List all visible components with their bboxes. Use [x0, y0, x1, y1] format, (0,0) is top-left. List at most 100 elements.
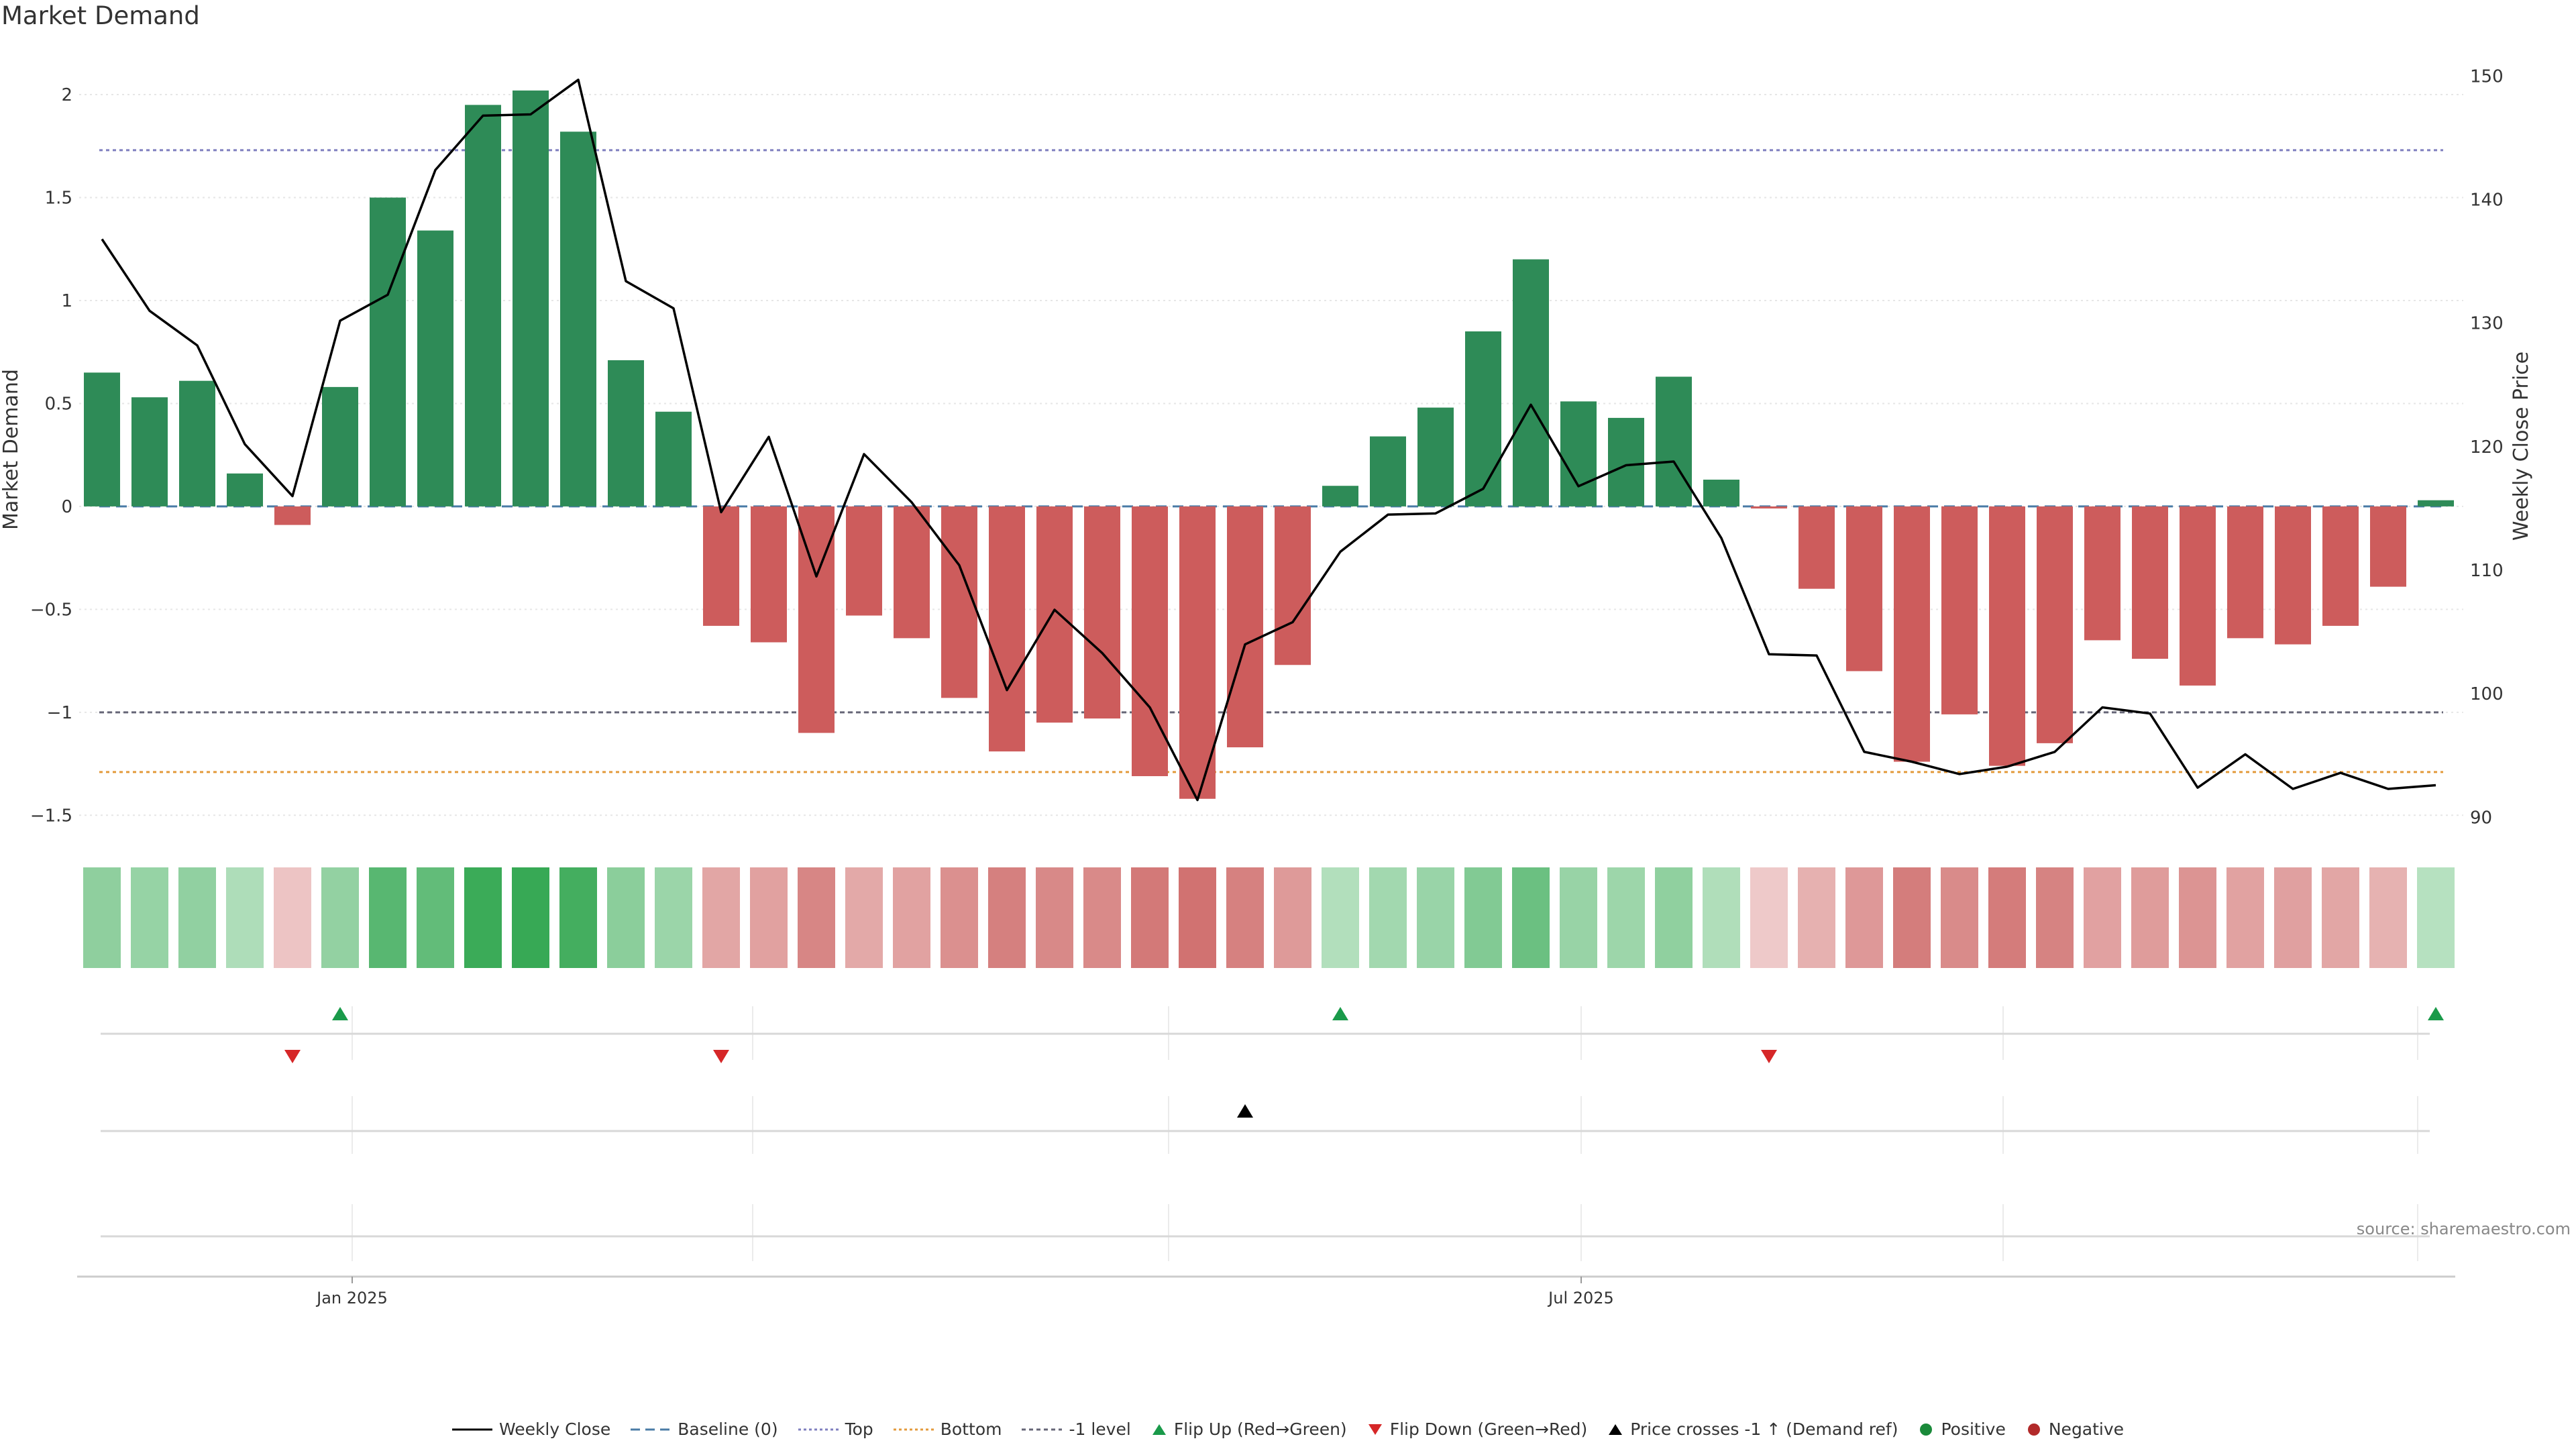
- legend-dashed-swatch-icon: [631, 1423, 672, 1436]
- weekly-close-polyline: [101, 78, 2436, 802]
- demand-bar: [131, 397, 168, 506]
- strength-cell: [1417, 867, 1454, 968]
- legend-dashed-swatch-icon: [1022, 1423, 1063, 1436]
- demand-bar: [1608, 417, 1644, 506]
- demand-bar: [1560, 401, 1597, 506]
- demand-bar: [227, 473, 263, 506]
- strength-cell: [321, 867, 359, 968]
- legend-label: Weekly Close: [498, 1419, 611, 1439]
- strength-cell: [2131, 867, 2169, 968]
- strength-cell: [2417, 867, 2455, 968]
- strength-cell: [1512, 867, 1550, 968]
- strength-cell: [2036, 867, 2074, 968]
- source-note: source: sharemaestro.com: [2356, 1220, 2571, 1238]
- legend-bottom: Bottom: [893, 1419, 1002, 1439]
- demand-bar: [513, 90, 549, 506]
- demand-bar: [84, 372, 120, 506]
- y-tick-label: −1.5: [30, 806, 72, 826]
- strength-cell: [941, 867, 978, 968]
- strength-cell: [2084, 867, 2121, 968]
- strength-cell: [2322, 867, 2359, 968]
- legend-label: Negative: [2048, 1419, 2125, 1439]
- demand-bar: [894, 506, 930, 639]
- strength-cell: [1179, 867, 1216, 968]
- flip-down-marker: [713, 1050, 729, 1063]
- strength-cell: [1131, 867, 1169, 968]
- y2-tick-label: 100: [2470, 684, 2504, 704]
- demand-bar: [703, 506, 739, 626]
- legend-dotted-swatch-icon: [798, 1423, 839, 1436]
- strength-cell: [1226, 867, 1264, 968]
- strength-cell: [702, 867, 740, 968]
- strength-cell: [1464, 867, 1502, 968]
- strength-cell: [750, 867, 788, 968]
- legend-label: Flip Up (Red→Green): [1173, 1419, 1347, 1439]
- y2-tick-label: 90: [2470, 808, 2492, 828]
- x-tick-label: Jul 2025: [1547, 1289, 1614, 1307]
- strength-cell: [798, 867, 835, 968]
- legend-label: Top: [845, 1419, 873, 1439]
- demand-bar: [1322, 486, 1358, 506]
- triangle-down-icon: [1367, 1423, 1383, 1436]
- flip-down-marker: [284, 1050, 301, 1063]
- demand-bar: [1513, 259, 1549, 506]
- demand-bar: [1227, 506, 1263, 748]
- legend-baseline: Baseline (0): [631, 1419, 778, 1439]
- demand-bar: [1417, 407, 1454, 506]
- y2-tick-label: 150: [2470, 66, 2504, 87]
- strength-cell: [1274, 867, 1311, 968]
- strength-cell: [1655, 867, 1693, 968]
- circle-icon: [2026, 1423, 2042, 1436]
- strength-cell: [1893, 867, 1931, 968]
- strength-cell: [369, 867, 407, 968]
- demand-bar: [655, 411, 692, 506]
- demand-bar: [322, 386, 358, 506]
- demand-bar: [417, 230, 453, 506]
- flip-up-marker: [332, 1007, 348, 1020]
- chart-title: Market Demand: [1, 1, 200, 30]
- strength-cell: [988, 867, 1026, 968]
- y-tick-label: 1: [61, 291, 72, 311]
- demand-bar: [465, 105, 501, 506]
- y-tick-label: 1.5: [45, 189, 72, 209]
- strength-cell: [83, 867, 121, 968]
- demand-bar: [2418, 500, 2454, 506]
- x-tick-label: Jan 2025: [315, 1289, 388, 1307]
- demand-bar: [1941, 506, 1978, 714]
- flip-up-marker: [1332, 1007, 1348, 1020]
- demand-bar: [1036, 506, 1073, 723]
- legend-negative: Negative: [2026, 1419, 2124, 1439]
- legend-line-swatch-icon: [451, 1423, 492, 1436]
- strength-cell: [512, 867, 549, 968]
- legend-label: Bottom: [940, 1419, 1002, 1439]
- strength-cell: [1988, 867, 2026, 968]
- strength-cell: [274, 867, 311, 968]
- demand-bar: [608, 360, 644, 506]
- strength-cell: [607, 867, 645, 968]
- demand-bar: [2180, 506, 2216, 686]
- demand-bar: [2275, 506, 2311, 645]
- y2-tick-label: 110: [2470, 561, 2504, 581]
- demand-bar: [1703, 480, 1739, 506]
- demand-bar: [370, 197, 406, 506]
- legend-label: Flip Down (Green→Red): [1389, 1419, 1588, 1439]
- legend-top: Top: [798, 1419, 873, 1439]
- strength-cell: [1083, 867, 1121, 968]
- strength-cell: [464, 867, 502, 968]
- demand-bar: [1084, 506, 1120, 719]
- strength-cell: [1703, 867, 1740, 968]
- demand-bar: [1370, 436, 1406, 506]
- axes: 2 1.5 1 0.5 0 −0.5 −1 −1.5 150 140 130 120 110 100 90 M…: [0, 66, 2533, 1307]
- strength-cell: [1798, 867, 1835, 968]
- legend-label: Baseline (0): [678, 1419, 778, 1439]
- legend-flip-up: Flip Up (Red→Green): [1151, 1419, 1347, 1439]
- strength-cell: [1322, 867, 1359, 968]
- demand-strength-strip: [83, 867, 2455, 968]
- legend-flip-down: Flip Down (Green→Red): [1367, 1419, 1588, 1439]
- demand-bar: [1179, 506, 1216, 799]
- demand-bar: [1656, 376, 1692, 506]
- y-tick-label: −1: [47, 703, 72, 723]
- triangle-up-icon: [1607, 1423, 1623, 1436]
- strength-cell: [1369, 867, 1407, 968]
- y-tick-label: 0: [61, 497, 72, 517]
